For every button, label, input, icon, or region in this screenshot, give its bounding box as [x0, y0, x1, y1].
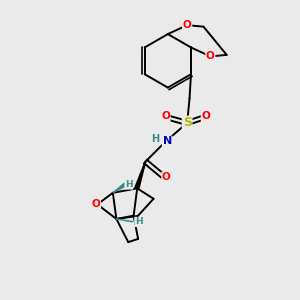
Polygon shape	[136, 162, 146, 189]
Text: O: O	[206, 51, 215, 62]
Text: N: N	[163, 136, 172, 146]
Text: H: H	[151, 134, 159, 144]
Text: O: O	[183, 20, 191, 30]
Polygon shape	[113, 183, 126, 193]
Text: H: H	[135, 218, 142, 226]
Text: H: H	[125, 180, 133, 189]
Text: O: O	[202, 111, 210, 122]
Text: O: O	[92, 200, 100, 209]
Text: O: O	[161, 111, 170, 122]
Text: O: O	[162, 172, 171, 182]
Text: S: S	[183, 116, 192, 130]
